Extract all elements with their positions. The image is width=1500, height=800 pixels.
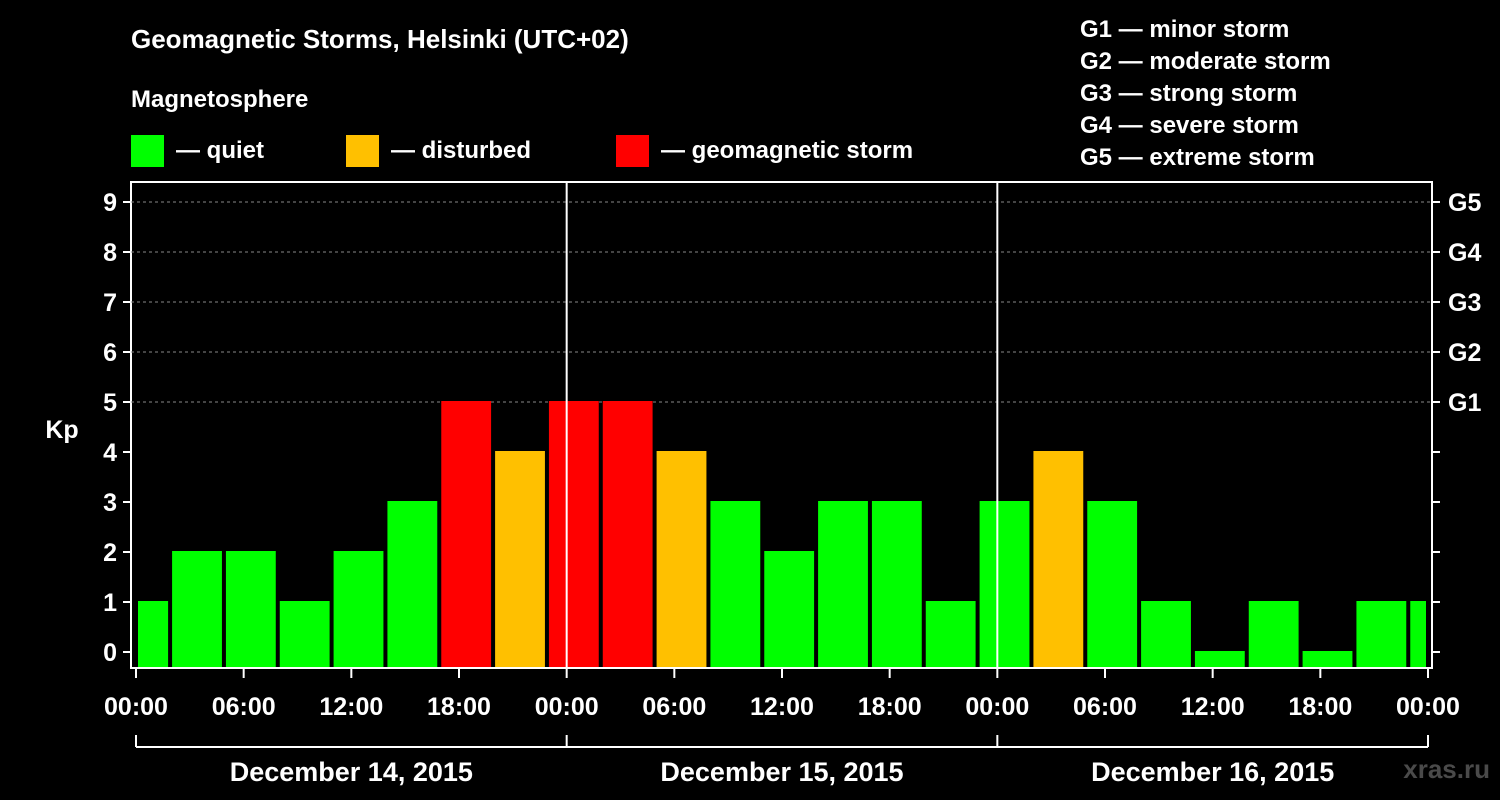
kp-bar [1248, 601, 1299, 667]
x-tick-label: 00:00 [1396, 693, 1460, 721]
kp-bar [1141, 601, 1191, 667]
storm-scale-g3: G3 — strong storm [1080, 80, 1298, 107]
day-label: December 15, 2015 [660, 757, 903, 787]
kp-bar [1356, 601, 1407, 667]
x-tick-label: 00:00 [104, 693, 168, 721]
day-label: December 16, 2015 [1091, 757, 1334, 787]
legend-swatch-storm [616, 135, 649, 167]
kp-bar [1033, 451, 1084, 667]
x-tick-label: 06:00 [642, 693, 706, 721]
legend-label-quiet: — quiet [176, 137, 264, 164]
kp-bar [656, 451, 707, 667]
kp-bar [279, 601, 330, 667]
x-tick-label: 12:00 [319, 693, 383, 721]
chart-title: Geomagnetic Storms, Helsinki (UTC+02) [131, 24, 629, 54]
x-tick-label: 12:00 [1181, 693, 1245, 721]
kp-bar [602, 401, 653, 667]
x-tick-label: 06:00 [1073, 693, 1137, 721]
y-tick-label: 8 [103, 239, 117, 267]
kp-bar [548, 401, 599, 667]
x-tick-label: 06:00 [212, 693, 276, 721]
storm-level-label: G2 [1448, 339, 1481, 367]
x-tick-label: 12:00 [750, 693, 814, 721]
day-label: December 14, 2015 [230, 757, 473, 787]
kp-bar [1194, 651, 1245, 667]
kp-bar [1302, 651, 1353, 667]
kp-bar [225, 551, 276, 667]
x-tick-label: 00:00 [965, 693, 1029, 721]
storm-scale-g4: G4 — severe storm [1080, 112, 1299, 139]
storm-scale-legend: G1 — minor storm G2 — moderate storm G3 … [1080, 14, 1331, 174]
y-tick-label: 5 [103, 389, 117, 417]
y-tick-label: 4 [103, 439, 117, 467]
kp-bar [925, 601, 976, 667]
y-tick-label: 0 [103, 639, 117, 667]
storm-scale-g5: G5 — extreme storm [1080, 144, 1315, 171]
kp-bar [764, 551, 815, 667]
kp-bar [710, 501, 761, 667]
watermark: xras.ru [1403, 754, 1490, 784]
x-tick-label: 18:00 [1288, 693, 1352, 721]
kp-bar [172, 551, 222, 667]
x-tick-label: 18:00 [427, 693, 491, 721]
kp-bar [1087, 501, 1138, 667]
storm-level-label: G4 [1448, 239, 1481, 267]
x-tick-label: 00:00 [535, 693, 599, 721]
y-tick-label: 6 [103, 339, 117, 367]
y-tick-label: 1 [103, 589, 117, 617]
magnetosphere-label: Magnetosphere [131, 86, 309, 113]
legend-label-disturbed: — disturbed [391, 137, 532, 164]
kp-bar [979, 501, 1030, 667]
kp-bar [333, 551, 384, 667]
kp-bar [387, 501, 438, 667]
kp-bar [495, 451, 545, 667]
x-tick-label: 18:00 [858, 693, 922, 721]
legend-swatch-disturbed [346, 135, 379, 167]
legend-swatch-quiet [131, 135, 164, 167]
legend-item-storm: — geomagnetic storm [616, 135, 913, 167]
storm-scale-g1: G1 — minor storm [1080, 16, 1290, 43]
y-tick-label: 2 [103, 539, 117, 567]
y-tick-label: 9 [103, 189, 117, 217]
storm-scale-g2: G2 — moderate storm [1080, 48, 1331, 75]
legend-item-disturbed: — disturbed [346, 135, 531, 167]
kp-bar [138, 601, 169, 667]
kp-bar [441, 401, 492, 667]
y-tick-label: 3 [103, 489, 117, 517]
y-tick-label: 7 [103, 289, 117, 317]
legend-label-storm: — geomagnetic storm [661, 137, 914, 164]
kp-bar [1410, 601, 1426, 667]
storm-level-label: G1 [1448, 389, 1481, 417]
legend-item-quiet: — quiet [131, 135, 264, 167]
y-axis-title: Kp [45, 416, 78, 444]
storm-level-label: G3 [1448, 289, 1481, 317]
kp-bar [818, 501, 868, 667]
storm-level-label: G5 [1448, 189, 1481, 217]
kp-bar [871, 501, 922, 667]
